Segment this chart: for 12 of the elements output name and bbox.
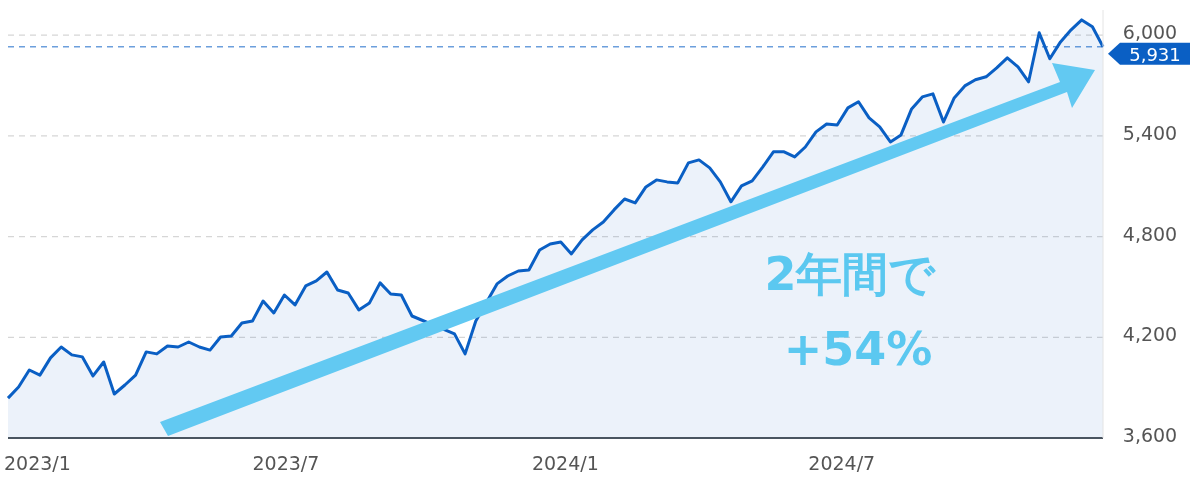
ref-line-label: 5,931 [1129, 43, 1181, 65]
y-tick-label: 3,600 [1122, 424, 1178, 446]
x-tick-label: 2023/7 [252, 452, 320, 474]
y-tick-label: 4,800 [1122, 222, 1178, 245]
y-tick-label: 6,000 [1122, 21, 1178, 44]
y-tick-label: 4,200 [1122, 323, 1178, 346]
x-tick-label: 2023/1 [4, 452, 71, 474]
annotation: 2年間で [764, 247, 937, 301]
annotation: +54% [783, 322, 933, 376]
x-tick-label: 2024/1 [531, 452, 599, 474]
y-tick-label: 5,400 [1122, 121, 1178, 144]
x-tick-label: 2024/7 [808, 452, 876, 474]
